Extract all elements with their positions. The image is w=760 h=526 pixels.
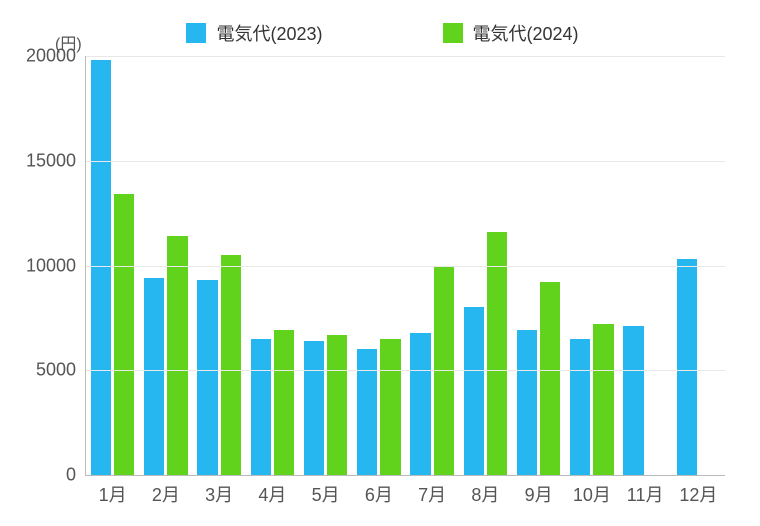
x-tick-label: 5月	[312, 475, 340, 507]
legend: 電気代(2023) 電気代(2024)	[55, 20, 710, 46]
bar	[570, 339, 590, 475]
legend-item: 電気代(2024)	[443, 20, 579, 46]
bar	[464, 307, 484, 475]
bar	[274, 330, 294, 475]
bar	[114, 194, 134, 475]
y-tick-label: 10000	[26, 255, 86, 276]
x-tick-label: 8月	[471, 475, 499, 507]
bar	[167, 236, 187, 475]
bar	[623, 326, 643, 475]
legend-swatch	[443, 23, 463, 43]
y-tick-label: 0	[66, 465, 86, 486]
bar	[593, 324, 613, 475]
bar	[540, 282, 560, 475]
bar	[251, 339, 271, 475]
bar	[91, 60, 111, 475]
x-tick-label: 12月	[679, 475, 717, 507]
x-tick-label: 7月	[418, 475, 446, 507]
bar	[327, 335, 347, 475]
gridline	[86, 266, 725, 267]
y-tick-label: 20000	[26, 46, 86, 67]
bar	[304, 341, 324, 475]
y-tick-label: 5000	[36, 360, 86, 381]
x-tick-label: 10月	[573, 475, 611, 507]
x-tick-label: 2月	[152, 475, 180, 507]
gridline	[86, 370, 725, 371]
plot-area: 050001000015000200001月2月3月4月5月6月7月8月9月10…	[85, 56, 725, 476]
x-tick-label: 4月	[258, 475, 286, 507]
chart-container: (円) 電気代(2023)電気代(2024) 05000100001500020…	[0, 0, 760, 526]
x-tick-label: 11月	[627, 475, 664, 507]
legend-label: 電気代(2024)	[473, 20, 579, 46]
legend-item: 電気代(2023)	[186, 20, 322, 46]
x-tick-label: 1月	[99, 475, 127, 507]
legend-label: 電気代(2023)	[216, 20, 322, 46]
gridline	[86, 161, 725, 162]
bar	[487, 232, 507, 475]
bar	[517, 330, 537, 475]
legend-swatch	[186, 23, 206, 43]
y-tick-label: 15000	[26, 150, 86, 171]
bar	[357, 349, 377, 475]
x-tick-label: 6月	[365, 475, 393, 507]
gridline	[86, 56, 725, 57]
bar	[410, 333, 430, 475]
bar	[197, 280, 217, 475]
x-tick-label: 9月	[525, 475, 553, 507]
bar	[144, 278, 164, 475]
bar	[380, 339, 400, 475]
bar	[677, 259, 697, 475]
x-tick-label: 3月	[205, 475, 233, 507]
bar	[221, 255, 241, 475]
